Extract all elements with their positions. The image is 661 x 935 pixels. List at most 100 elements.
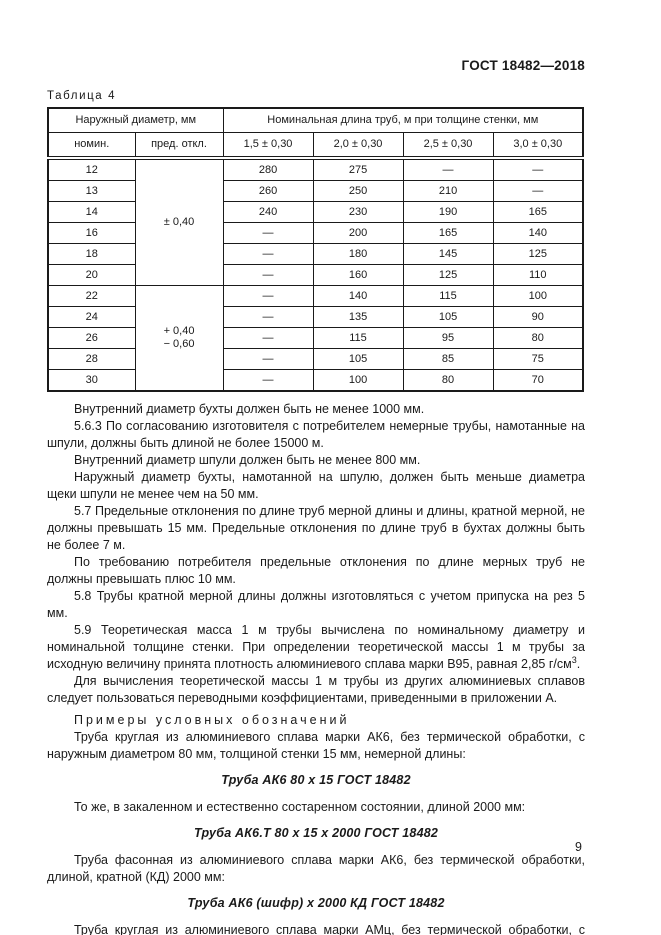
cell-length: — bbox=[492, 157, 584, 181]
cell-length: 115 bbox=[312, 327, 404, 349]
cell-length: 210 bbox=[402, 180, 494, 202]
designation-line: Труба АК6 80 х 15 ГОСТ 18482 bbox=[221, 773, 411, 787]
paragraph-text: 5.9 Теоретическая масса 1 м трубы вычисл… bbox=[47, 623, 585, 671]
designation-line: Труба АК6.Т 80 х 15 х 2000 ГОСТ 18482 bbox=[193, 826, 439, 840]
cell-length: 160 bbox=[312, 264, 404, 286]
paragraph: 5.6.3 По согласованию изготовителя с пот… bbox=[47, 419, 585, 450]
paragraph: Для вычисления теоретической массы 1 м т… bbox=[47, 674, 585, 705]
paragraph: По требованию потребителя предельные отк… bbox=[47, 555, 585, 586]
cell-length: 200 bbox=[312, 222, 404, 244]
cell-nominal: 22 bbox=[47, 285, 136, 307]
cell-length: 145 bbox=[402, 243, 494, 265]
cell-length: 100 bbox=[312, 369, 404, 392]
example-intro: Труба круглая из алюминиевого сплава мар… bbox=[74, 923, 585, 935]
col-header-deviation: пред. откл. bbox=[134, 132, 224, 160]
cell-length: 75 bbox=[492, 348, 584, 370]
cell-length: — bbox=[222, 222, 314, 244]
cell-length: 250 bbox=[312, 180, 404, 202]
cell-length: — bbox=[222, 243, 314, 265]
cell-length: — bbox=[222, 285, 314, 307]
paragraph: 5.8 Трубы кратной мерной длины должны из… bbox=[47, 589, 585, 620]
paragraph-theoretical-mass: 5.9 Теоретическая масса 1 м трубы вычисл… bbox=[47, 622, 585, 673]
cell-nominal: 30 bbox=[47, 369, 136, 392]
table-row: 30 — 100 80 70 bbox=[47, 369, 584, 392]
table-subheader-row: номин. пред. откл. 1,5 ± 0,30 2,0 ± 0,30… bbox=[47, 132, 584, 160]
cell-length: — bbox=[222, 306, 314, 328]
table-row: 13 260 250 210 — bbox=[47, 180, 584, 202]
col-header-thickness-2: 2,0 ± 0,30 bbox=[312, 132, 404, 160]
table-row: 22 + 0,40 − 0,60 — 140 115 100 bbox=[47, 285, 584, 392]
example-intro: Труба круглая из алюминиевого сплава мар… bbox=[47, 730, 585, 761]
superscript: 3 bbox=[571, 654, 577, 665]
cell-length: 90 bbox=[492, 306, 584, 328]
cell-length: 105 bbox=[312, 348, 404, 370]
col-header-nominal-length: Номинальная длина труб, м при толщине ст… bbox=[222, 107, 584, 133]
cell-nominal: 18 bbox=[47, 243, 136, 265]
example-intro: Труба фасонная из алюминиевого сплава ма… bbox=[47, 853, 585, 884]
cell-nominal: 26 bbox=[47, 327, 136, 349]
cell-length: — bbox=[402, 157, 494, 181]
cell-nominal: 20 bbox=[47, 264, 136, 286]
cell-length: 165 bbox=[402, 222, 494, 244]
col-header-nominal: номин. bbox=[47, 132, 136, 160]
cell-nominal: 28 bbox=[47, 348, 136, 370]
body-text: Внутренний диаметр бухты должен быть не … bbox=[47, 401, 585, 935]
cell-length: 70 bbox=[492, 369, 584, 392]
cell-length: 165 bbox=[492, 201, 584, 223]
cell-length: — bbox=[222, 348, 314, 370]
paragraph-text: . bbox=[576, 657, 581, 671]
cell-nominal: 14 bbox=[47, 201, 136, 223]
cell-length: 140 bbox=[312, 285, 404, 307]
cell-deviation-group-1: ± 0,40 bbox=[134, 157, 224, 286]
cell-length: 260 bbox=[222, 180, 314, 202]
cell-length: 275 bbox=[312, 157, 404, 181]
cell-length: 100 bbox=[492, 285, 584, 307]
cell-nominal: 24 bbox=[47, 306, 136, 328]
cell-length: 280 bbox=[222, 157, 314, 181]
table-row: 28 — 105 85 75 bbox=[47, 348, 584, 370]
cell-length: — bbox=[222, 327, 314, 349]
cell-length: 190 bbox=[402, 201, 494, 223]
paragraph: Наружный диаметр бухты, намотанной на шп… bbox=[47, 470, 585, 501]
doc-number: ГОСТ 18482—2018 bbox=[461, 58, 585, 73]
cell-length: 140 bbox=[492, 222, 584, 244]
examples-heading: Примеры условных обозначений bbox=[74, 713, 350, 727]
cell-length: 240 bbox=[222, 201, 314, 223]
cell-length: — bbox=[492, 180, 584, 202]
cell-nominal: 13 bbox=[47, 180, 136, 202]
table-row: 26 — 115 95 80 bbox=[47, 327, 584, 349]
cell-nominal: 12 bbox=[47, 157, 136, 181]
designation-line: Труба АК6 (шифр) х 2000 КД ГОСТ 18482 bbox=[187, 896, 445, 910]
table-row: 20 — 160 125 110 bbox=[47, 264, 584, 286]
col-header-outer-diameter: Наружный диаметр, мм bbox=[47, 107, 224, 133]
deviation-line: + 0,40 bbox=[163, 325, 195, 337]
cell-length: 80 bbox=[492, 327, 584, 349]
cell-length: 85 bbox=[402, 348, 494, 370]
page-number: 9 bbox=[575, 840, 582, 854]
table-row: 24 — 135 105 90 bbox=[47, 306, 584, 328]
table-caption: Таблица 4 bbox=[47, 90, 117, 102]
col-header-thickness-3: 2,5 ± 0,30 bbox=[402, 132, 494, 160]
example-intro: То же, в закаленном и естественно состар… bbox=[74, 800, 526, 814]
paragraph: Внутренний диаметр бухты должен быть не … bbox=[74, 402, 425, 416]
table-row: 18 — 180 145 125 bbox=[47, 243, 584, 265]
tube-length-table: Наружный диаметр, мм Номинальная длина т… bbox=[47, 107, 585, 392]
cell-length: 80 bbox=[402, 369, 494, 392]
cell-length: 105 bbox=[402, 306, 494, 328]
table-header-row: Наружный диаметр, мм Номинальная длина т… bbox=[47, 107, 584, 133]
cell-length: 230 bbox=[312, 201, 404, 223]
paragraph: Внутренний диаметр шпули должен быть не … bbox=[74, 453, 421, 467]
col-header-thickness-4: 3,0 ± 0,30 bbox=[492, 132, 584, 160]
col-header-thickness-1: 1,5 ± 0,30 bbox=[222, 132, 314, 160]
cell-deviation-group-2: + 0,40 − 0,60 bbox=[134, 285, 224, 392]
cell-length: 135 bbox=[312, 306, 404, 328]
cell-length: — bbox=[222, 369, 314, 392]
paragraph: 5.7 Предельные отклонения по длине труб … bbox=[47, 504, 585, 552]
cell-length: 115 bbox=[402, 285, 494, 307]
cell-length: 180 bbox=[312, 243, 404, 265]
cell-length: 110 bbox=[492, 264, 584, 286]
cell-length: 125 bbox=[492, 243, 584, 265]
table-row: 16 — 200 165 140 bbox=[47, 222, 584, 244]
cell-nominal: 16 bbox=[47, 222, 136, 244]
